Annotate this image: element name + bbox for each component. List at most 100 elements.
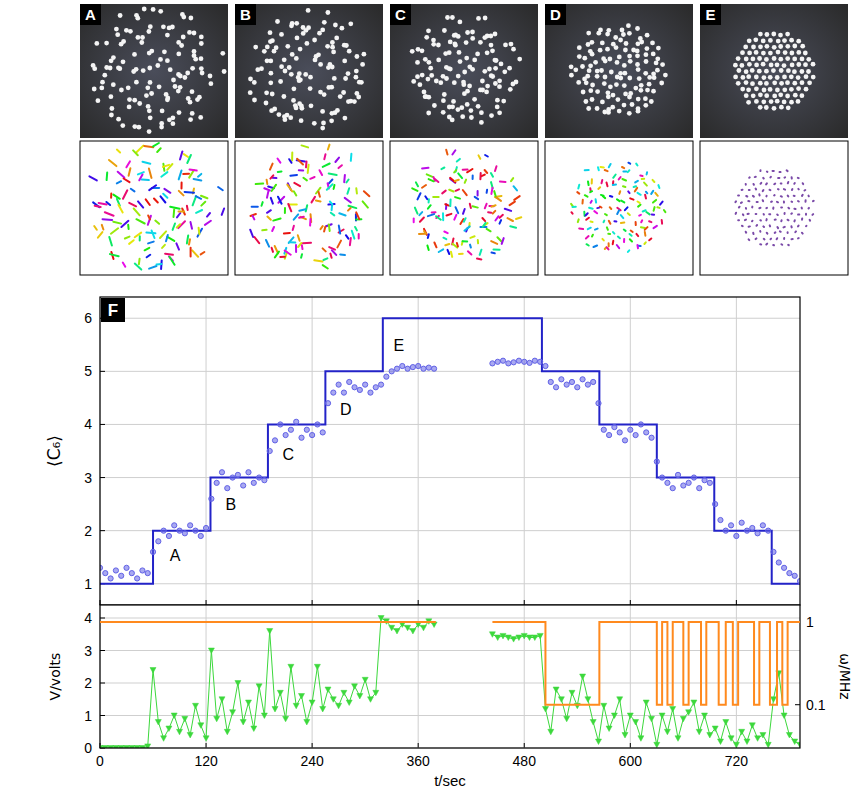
trajectory bbox=[324, 227, 325, 232]
particle bbox=[776, 50, 781, 55]
particle bbox=[509, 42, 514, 47]
trajectory bbox=[196, 196, 201, 199]
particle bbox=[655, 68, 660, 73]
trajectory bbox=[578, 185, 579, 189]
particle bbox=[654, 61, 659, 66]
chart: 123456ABCDE⟨C₆⟩F bbox=[44, 297, 803, 605]
trajectory bbox=[160, 231, 166, 238]
data-point bbox=[532, 635, 538, 641]
trajectory bbox=[610, 195, 612, 198]
data-point bbox=[792, 573, 797, 578]
trajectory bbox=[434, 243, 436, 248]
trajectory bbox=[759, 169, 761, 172]
trajectory bbox=[278, 159, 281, 163]
data-point bbox=[309, 700, 315, 706]
trajectory bbox=[622, 179, 626, 181]
particle bbox=[622, 63, 627, 68]
trajectory bbox=[649, 220, 651, 223]
particle bbox=[602, 81, 607, 86]
data-point bbox=[617, 697, 623, 703]
particle bbox=[128, 29, 133, 34]
particle bbox=[167, 26, 172, 31]
data-point bbox=[548, 729, 554, 735]
particle bbox=[167, 117, 172, 122]
particle bbox=[743, 45, 748, 50]
trajectory bbox=[289, 159, 291, 163]
trajectory bbox=[328, 224, 331, 231]
trajectory bbox=[452, 150, 455, 154]
particle bbox=[432, 103, 437, 108]
trajectory bbox=[456, 189, 459, 190]
data-point bbox=[230, 475, 235, 480]
particle bbox=[807, 80, 812, 85]
trajectory bbox=[303, 242, 311, 244]
trajectory bbox=[300, 254, 303, 258]
data-point bbox=[182, 716, 188, 722]
particle bbox=[325, 44, 330, 49]
particle bbox=[426, 95, 431, 100]
particle bbox=[447, 50, 452, 55]
data-point bbox=[749, 723, 755, 729]
trajectory bbox=[491, 188, 492, 194]
trajectory bbox=[278, 170, 282, 173]
trajectory bbox=[145, 248, 150, 251]
particle bbox=[659, 81, 664, 86]
particle bbox=[750, 68, 755, 73]
particle bbox=[431, 42, 436, 47]
trajectory bbox=[201, 196, 207, 199]
data-point bbox=[500, 358, 505, 363]
data-point bbox=[506, 361, 511, 366]
particle bbox=[147, 29, 152, 34]
particle bbox=[198, 115, 203, 120]
data-point bbox=[702, 713, 708, 719]
particle bbox=[456, 107, 461, 112]
particle bbox=[623, 48, 628, 53]
particle bbox=[316, 52, 321, 57]
particle bbox=[132, 52, 137, 57]
trajectory bbox=[587, 182, 590, 186]
data-point bbox=[527, 635, 533, 641]
particle bbox=[92, 66, 97, 71]
trajectory bbox=[746, 195, 747, 198]
particle bbox=[586, 106, 591, 111]
trajectory-frame bbox=[235, 141, 383, 275]
trajectory bbox=[314, 260, 322, 261]
trajectory bbox=[323, 248, 326, 251]
data-point bbox=[691, 475, 696, 480]
trajectory bbox=[494, 249, 500, 251]
particle bbox=[651, 52, 656, 57]
trajectory bbox=[324, 258, 328, 260]
trajectory bbox=[594, 246, 598, 248]
particle bbox=[645, 88, 650, 93]
trajectory bbox=[294, 183, 300, 186]
trajectory bbox=[454, 170, 456, 172]
particle bbox=[581, 90, 586, 95]
trajectory bbox=[787, 231, 789, 234]
trajectory bbox=[787, 207, 790, 210]
trajectory bbox=[299, 169, 303, 171]
particle bbox=[796, 39, 801, 44]
trajectory bbox=[455, 180, 459, 181]
trajectory bbox=[758, 194, 760, 195]
trajectory bbox=[179, 171, 182, 180]
data-point bbox=[490, 361, 495, 366]
data-point bbox=[675, 736, 681, 742]
trajectory bbox=[319, 192, 320, 197]
data-point bbox=[325, 687, 331, 693]
trajectory bbox=[500, 220, 502, 224]
data-point bbox=[596, 739, 602, 745]
particle bbox=[289, 72, 294, 77]
data-point bbox=[718, 517, 723, 522]
particle bbox=[299, 118, 304, 123]
data-point bbox=[781, 565, 786, 570]
particle bbox=[590, 83, 595, 88]
data-point bbox=[161, 736, 167, 742]
trajectory bbox=[628, 250, 629, 252]
data-point bbox=[272, 707, 278, 713]
particle bbox=[627, 54, 632, 59]
particle bbox=[151, 7, 156, 12]
particle bbox=[114, 27, 119, 32]
trajectory bbox=[420, 218, 424, 222]
grid-line bbox=[100, 424, 800, 425]
trajectory bbox=[794, 230, 797, 233]
